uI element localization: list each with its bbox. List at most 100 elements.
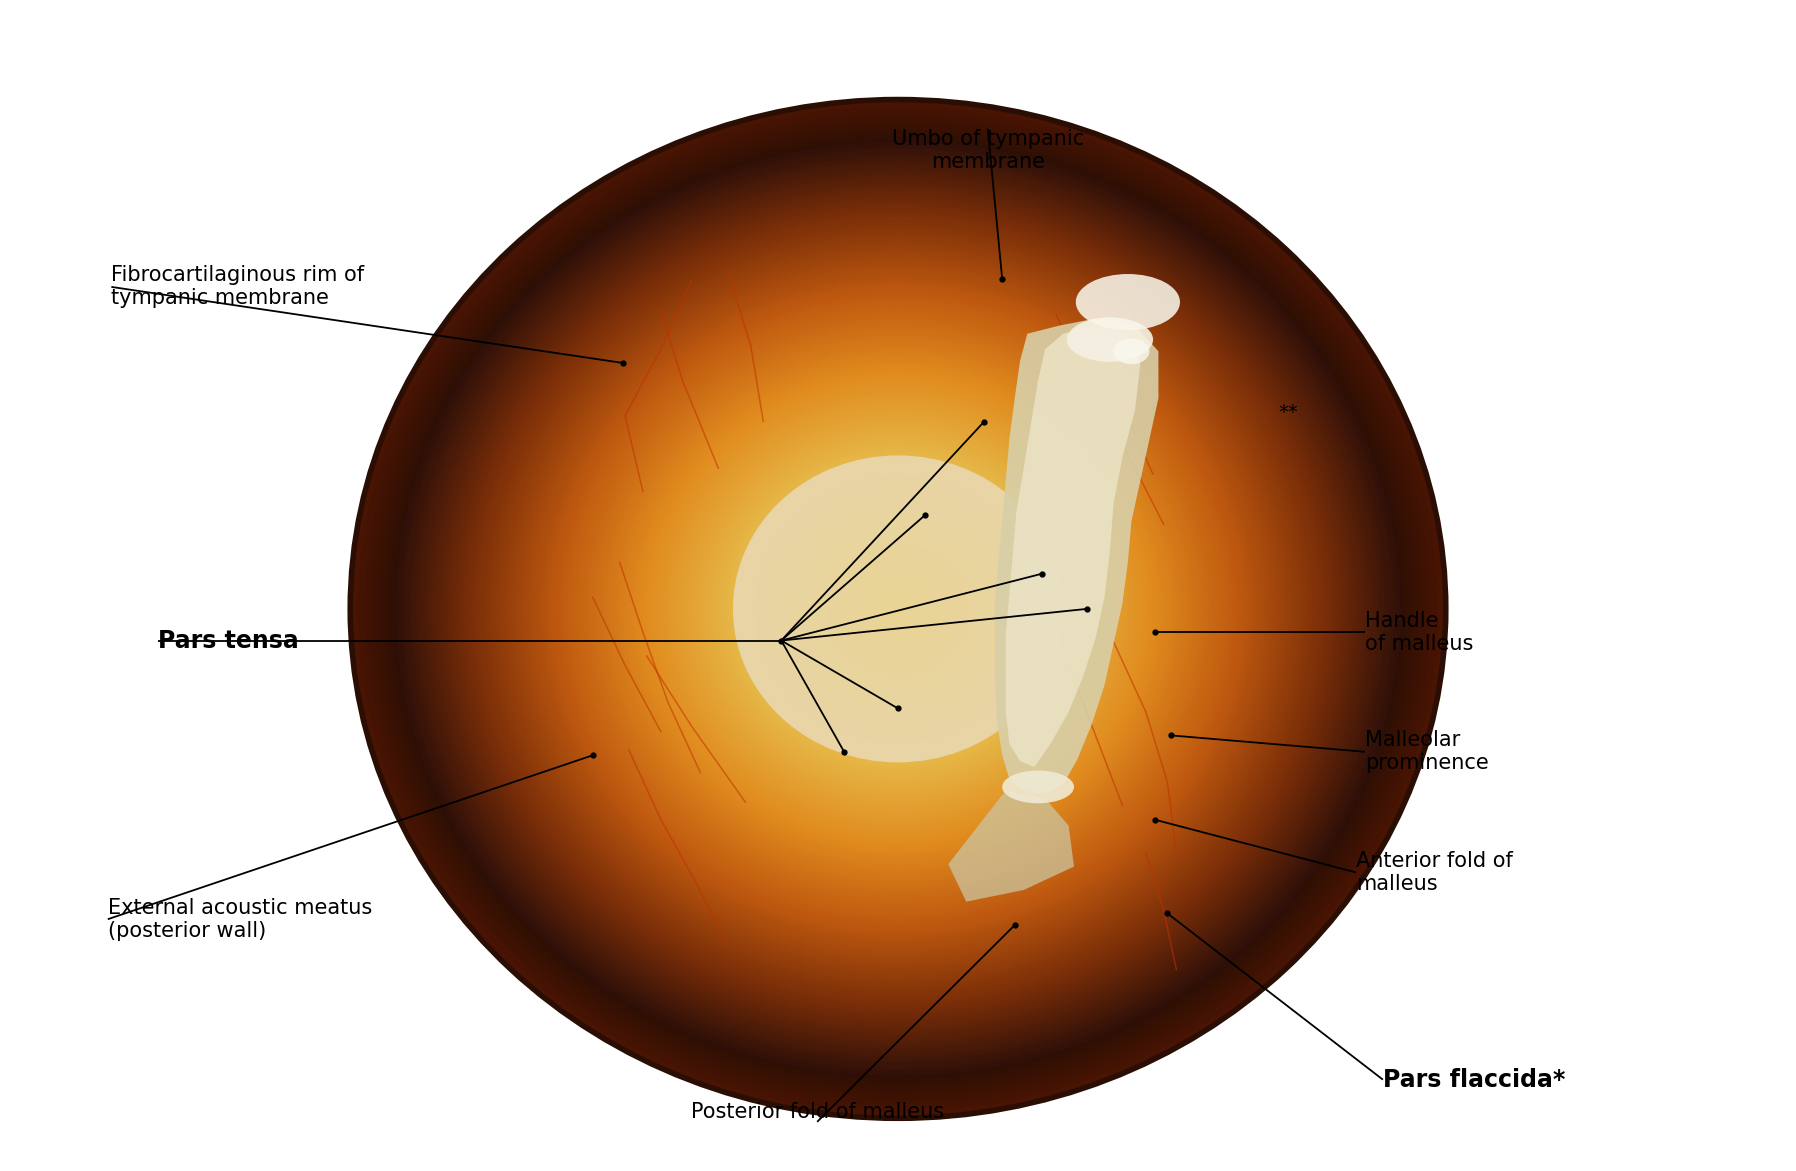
Ellipse shape [1114, 338, 1149, 364]
Ellipse shape [589, 322, 1207, 896]
Ellipse shape [666, 393, 1130, 824]
Ellipse shape [521, 258, 1275, 960]
Ellipse shape [889, 601, 907, 617]
Ellipse shape [591, 323, 1205, 895]
Ellipse shape [413, 157, 1383, 1061]
Ellipse shape [767, 487, 1029, 731]
Ellipse shape [354, 103, 1442, 1115]
Ellipse shape [645, 372, 1151, 845]
Ellipse shape [383, 130, 1413, 1088]
Ellipse shape [435, 178, 1361, 1040]
Ellipse shape [490, 231, 1306, 987]
Ellipse shape [366, 115, 1430, 1103]
Ellipse shape [882, 594, 914, 624]
Ellipse shape [361, 110, 1435, 1108]
Polygon shape [948, 790, 1074, 902]
Ellipse shape [778, 497, 1018, 721]
Ellipse shape [744, 465, 1052, 753]
Ellipse shape [433, 176, 1363, 1042]
Ellipse shape [436, 179, 1360, 1039]
Ellipse shape [463, 205, 1333, 1013]
Ellipse shape [402, 149, 1394, 1069]
Ellipse shape [720, 444, 1076, 774]
Ellipse shape [638, 367, 1158, 851]
Ellipse shape [871, 583, 925, 635]
Ellipse shape [682, 409, 1114, 809]
Ellipse shape [350, 100, 1446, 1118]
Ellipse shape [684, 410, 1112, 808]
Ellipse shape [765, 485, 1031, 733]
Text: **: ** [1279, 403, 1299, 422]
Ellipse shape [363, 111, 1433, 1107]
Ellipse shape [422, 166, 1374, 1052]
Ellipse shape [855, 568, 941, 650]
Ellipse shape [548, 283, 1248, 934]
Ellipse shape [896, 608, 900, 610]
Ellipse shape [420, 164, 1376, 1054]
Ellipse shape [833, 549, 963, 669]
Ellipse shape [582, 315, 1214, 903]
Ellipse shape [377, 125, 1419, 1093]
Ellipse shape [846, 560, 950, 658]
Ellipse shape [564, 299, 1232, 919]
Ellipse shape [781, 500, 1015, 718]
Ellipse shape [467, 208, 1329, 1009]
Ellipse shape [551, 287, 1245, 932]
Ellipse shape [814, 530, 982, 687]
Ellipse shape [711, 436, 1085, 782]
Ellipse shape [508, 247, 1288, 971]
Ellipse shape [675, 402, 1121, 816]
Ellipse shape [704, 429, 1092, 789]
Ellipse shape [630, 359, 1166, 858]
Ellipse shape [876, 589, 920, 629]
Ellipse shape [602, 334, 1194, 884]
Ellipse shape [860, 574, 936, 644]
Ellipse shape [875, 587, 921, 631]
Ellipse shape [566, 300, 1230, 918]
Ellipse shape [580, 314, 1216, 904]
Ellipse shape [618, 349, 1178, 869]
Ellipse shape [862, 575, 934, 643]
Ellipse shape [681, 406, 1115, 812]
Ellipse shape [512, 251, 1284, 967]
Ellipse shape [438, 182, 1358, 1036]
Ellipse shape [494, 234, 1302, 984]
Ellipse shape [1002, 771, 1074, 803]
Ellipse shape [745, 466, 1051, 752]
Ellipse shape [808, 526, 988, 692]
Ellipse shape [837, 553, 959, 665]
Polygon shape [995, 319, 1158, 794]
Ellipse shape [634, 363, 1162, 855]
Ellipse shape [384, 132, 1412, 1086]
Ellipse shape [803, 521, 993, 697]
Ellipse shape [867, 580, 929, 638]
Ellipse shape [568, 302, 1228, 916]
Ellipse shape [408, 152, 1388, 1066]
Ellipse shape [537, 273, 1259, 945]
Ellipse shape [510, 249, 1286, 968]
Ellipse shape [497, 237, 1299, 981]
Ellipse shape [616, 348, 1180, 870]
Ellipse shape [503, 242, 1293, 975]
Ellipse shape [388, 135, 1408, 1083]
Ellipse shape [584, 317, 1212, 900]
Ellipse shape [693, 419, 1103, 799]
Ellipse shape [465, 206, 1331, 1012]
Ellipse shape [812, 529, 984, 689]
Ellipse shape [596, 329, 1200, 889]
Ellipse shape [524, 261, 1272, 957]
Ellipse shape [828, 545, 968, 673]
Ellipse shape [451, 193, 1345, 1025]
Ellipse shape [806, 525, 990, 693]
Ellipse shape [866, 578, 930, 639]
Ellipse shape [670, 397, 1126, 821]
Ellipse shape [401, 148, 1395, 1070]
Ellipse shape [830, 546, 966, 672]
Ellipse shape [632, 361, 1164, 857]
Ellipse shape [733, 457, 1063, 762]
Ellipse shape [535, 271, 1261, 947]
Ellipse shape [499, 239, 1297, 979]
Ellipse shape [418, 163, 1378, 1055]
Ellipse shape [650, 378, 1146, 840]
Ellipse shape [880, 593, 916, 626]
